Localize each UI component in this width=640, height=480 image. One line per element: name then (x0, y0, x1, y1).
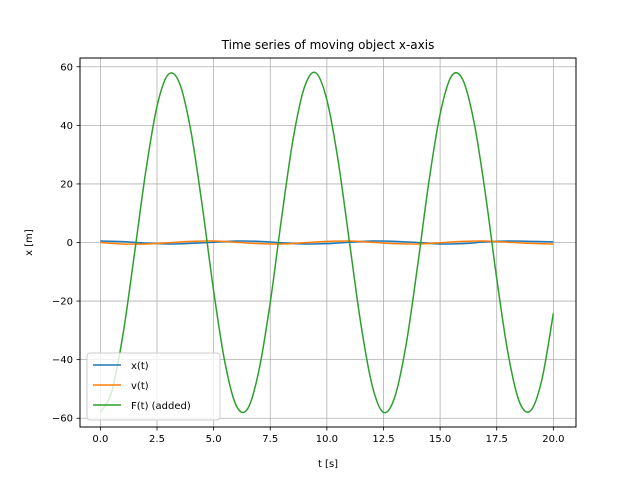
y-tick-label: 20 (60, 179, 73, 190)
legend-box (86, 352, 221, 421)
y-tick-label: 60 (60, 62, 73, 73)
chart-title: Time series of moving object x-axis (221, 38, 435, 52)
y-axis-label: x [m] (24, 229, 35, 256)
series-line-f-t-added (99, 71, 555, 414)
ticks: 0.0 2.5 5.0 7.5 10.0 12.5 15.0 17.5 20.0 −60 −40 −2… (52, 62, 565, 445)
x-tick-label: 20.0 (542, 434, 564, 445)
x-tick-label: 7.5 (262, 434, 278, 445)
x-tick-label: 2.5 (149, 434, 165, 445)
series-line-v-t (100, 240, 554, 245)
legend-label-x-t: x(t) (131, 361, 149, 372)
series-group (99, 71, 555, 414)
y-tick-label: 0 (67, 238, 73, 249)
x-tick-label: 0.0 (92, 434, 108, 445)
y-tick-label: 40 (60, 121, 73, 132)
legend-label-v-t: v(t) (131, 381, 149, 392)
y-tick-label: −40 (52, 355, 73, 366)
series-line-x-t (100, 240, 554, 245)
x-tick-label: 17.5 (486, 434, 508, 445)
x-tick-label: 15.0 (429, 434, 451, 445)
x-tick-label: 10.0 (316, 434, 338, 445)
x-axis-label: t [s] (318, 459, 338, 470)
legend-label-f-t-added: F(t) (added) (131, 401, 191, 412)
grid (80, 58, 576, 427)
y-tick-label: −60 (52, 414, 73, 425)
x-tick-label: 5.0 (206, 434, 222, 445)
legend: x(t) v(t) F(t) (added) (86, 352, 221, 421)
x-tick-label: 12.5 (372, 434, 394, 445)
y-tick-label: −20 (52, 297, 73, 308)
